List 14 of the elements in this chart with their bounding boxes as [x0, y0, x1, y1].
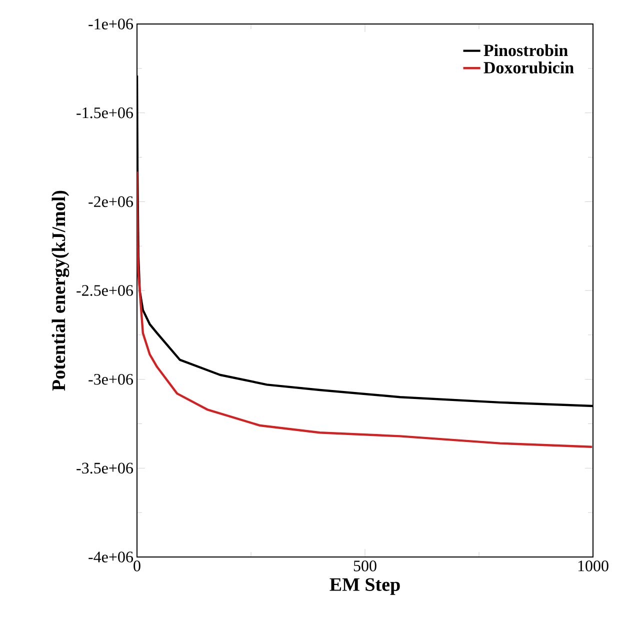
- x-tick-label: 500: [354, 560, 376, 572]
- x-tick-label: 0: [134, 560, 140, 572]
- y-tick-label: -3.5e+06: [76, 462, 133, 474]
- legend-label: Doxorubicin: [484, 61, 574, 74]
- y-tick-label: -2.5e+06: [76, 285, 133, 296]
- y-tick-label: -3e+06: [88, 374, 133, 385]
- y-tick-label: -1e+06: [88, 18, 133, 30]
- y-tick-label: -2e+06: [88, 196, 133, 208]
- y-axis-title: Potential energy(kJ/mol): [52, 190, 70, 391]
- x-axis-title: EM Step: [330, 578, 400, 595]
- x-tick-label: 1000: [578, 560, 608, 572]
- y-tick-label: -4e+06: [88, 552, 133, 562]
- y-tick-label: -1.5e+06: [76, 107, 133, 118]
- legend-label: Pinostrobin: [484, 44, 568, 56]
